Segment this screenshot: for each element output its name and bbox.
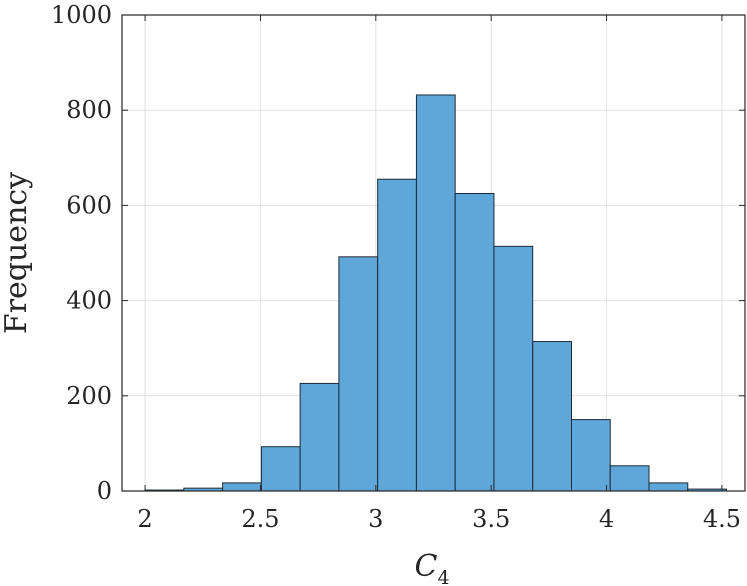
plot-frame bbox=[121, 14, 746, 492]
y-tick-label-1: 200 bbox=[66, 382, 112, 410]
x-tick-label-4: 4 bbox=[599, 505, 614, 533]
histogram-bar-7 bbox=[415, 94, 456, 492]
x-tick-label-2: 3 bbox=[368, 505, 383, 533]
y-tick-label-3: 600 bbox=[66, 191, 112, 219]
histogram-bar-2 bbox=[222, 482, 262, 492]
y-tick-label-5: 1000 bbox=[51, 1, 112, 29]
x-tick-label-1: 2.5 bbox=[241, 505, 279, 533]
histogram-bar-5 bbox=[338, 256, 379, 492]
y-tick-label-2: 400 bbox=[66, 287, 112, 315]
histogram-bar-10 bbox=[532, 341, 572, 492]
x-tick-label-5: 4.5 bbox=[703, 505, 741, 533]
axes bbox=[121, 14, 746, 492]
y-tick-label-4: 800 bbox=[66, 96, 112, 124]
histogram-bar-8 bbox=[454, 193, 495, 492]
histogram-bar-6 bbox=[377, 178, 417, 492]
histogram-bar-4 bbox=[299, 382, 340, 492]
histogram-bars bbox=[144, 94, 728, 492]
histogram-bar-3 bbox=[260, 446, 301, 492]
histogram-bar-12 bbox=[609, 465, 650, 492]
histogram-bar-9 bbox=[493, 245, 534, 492]
x-axis-label: C4 bbox=[414, 549, 449, 586]
histogram-bar-11 bbox=[570, 419, 611, 492]
x-axis-label-main: C bbox=[414, 549, 437, 584]
histogram-bar-13 bbox=[648, 482, 689, 492]
tick-labels: 2 2.5 3 3.5 4 4.5 0 200 400 600 800 1000 bbox=[51, 1, 741, 533]
y-tick-label-0: 0 bbox=[97, 477, 112, 505]
y-axis-label: Frequency bbox=[0, 172, 34, 334]
x-tick-label-3: 3.5 bbox=[472, 505, 510, 533]
x-tick-label-0: 2 bbox=[137, 505, 152, 533]
x-axis-label-subscript: 4 bbox=[437, 567, 449, 586]
